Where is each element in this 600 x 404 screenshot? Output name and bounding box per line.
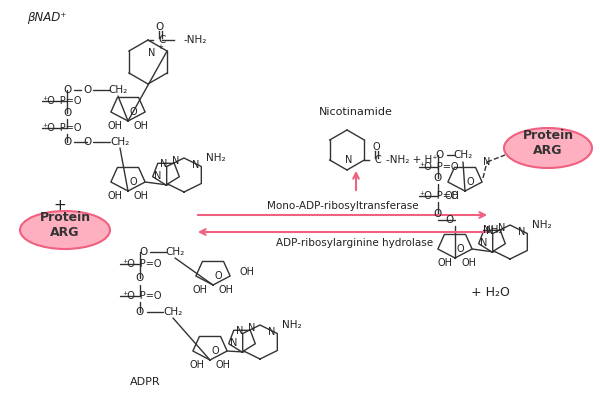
Text: OH: OH — [218, 285, 233, 295]
Text: OH: OH — [133, 121, 149, 131]
Text: N: N — [193, 160, 200, 170]
Text: O: O — [446, 215, 454, 225]
Text: O: O — [434, 209, 442, 219]
Text: N: N — [518, 227, 526, 237]
Text: N: N — [248, 323, 256, 333]
Text: OH: OH — [461, 258, 476, 268]
Ellipse shape — [20, 211, 110, 249]
Text: OH: OH — [190, 360, 205, 370]
Text: +: + — [53, 198, 67, 213]
Text: O: O — [156, 22, 164, 32]
Text: O: O — [214, 271, 222, 281]
Text: O: O — [83, 137, 91, 147]
Text: O: O — [466, 177, 474, 187]
Text: CH₂: CH₂ — [166, 247, 185, 257]
Text: CH₂: CH₂ — [110, 137, 130, 147]
Text: CH₂: CH₂ — [163, 307, 182, 317]
Text: ⁺O–P=O: ⁺O–P=O — [42, 96, 82, 106]
Text: OH: OH — [133, 191, 149, 201]
Text: N: N — [487, 226, 494, 236]
Ellipse shape — [504, 128, 592, 168]
Text: O: O — [63, 108, 71, 118]
Text: N: N — [154, 171, 161, 181]
Text: O: O — [64, 85, 72, 95]
Text: N: N — [172, 156, 179, 166]
Text: ⁺O–P=O: ⁺O–P=O — [122, 291, 161, 301]
Text: N: N — [268, 327, 275, 337]
Text: ADP-ribosylarginine hydrolase: ADP-ribosylarginine hydrolase — [277, 238, 434, 248]
Text: O: O — [436, 150, 444, 160]
Text: O: O — [136, 307, 144, 317]
Text: NH₂: NH₂ — [206, 153, 226, 163]
Text: OH: OH — [239, 267, 254, 277]
Text: ⁺O–P=O: ⁺O–P=O — [122, 259, 161, 269]
Text: NH₂: NH₂ — [483, 225, 503, 235]
Text: ⁺O–P=O: ⁺O–P=O — [419, 162, 458, 172]
Text: O: O — [83, 85, 91, 95]
Text: OH: OH — [107, 191, 122, 201]
Text: -NH₂: -NH₂ — [184, 35, 208, 45]
Text: NH₂: NH₂ — [532, 220, 551, 230]
Text: NH₂: NH₂ — [282, 320, 302, 330]
Text: +: + — [157, 44, 163, 50]
Text: βNAD⁺: βNAD⁺ — [27, 11, 67, 25]
Text: OH: OH — [107, 121, 122, 131]
Text: OH: OH — [445, 191, 460, 201]
Text: O: O — [434, 173, 442, 183]
Text: C: C — [375, 155, 382, 165]
Text: Protein
ARG: Protein ARG — [40, 211, 91, 239]
Text: OH: OH — [215, 360, 230, 370]
Text: OH: OH — [437, 258, 452, 268]
Text: N: N — [236, 326, 244, 336]
Text: CH₂: CH₂ — [109, 85, 128, 95]
Text: N: N — [230, 338, 238, 348]
Text: O: O — [456, 244, 464, 254]
Text: CH₂: CH₂ — [454, 150, 473, 160]
Text: N: N — [484, 157, 491, 167]
Text: -NH₂ + H⁺: -NH₂ + H⁺ — [386, 155, 438, 165]
Text: N: N — [160, 159, 167, 169]
Text: O: O — [129, 177, 137, 187]
Text: + H₂O: + H₂O — [470, 286, 509, 299]
Text: O: O — [63, 137, 71, 147]
Text: N: N — [148, 48, 155, 58]
Text: ADPR: ADPR — [130, 377, 160, 387]
Text: N: N — [346, 155, 353, 165]
Text: O: O — [139, 247, 147, 257]
Text: OH: OH — [193, 285, 208, 295]
Text: N: N — [499, 223, 506, 233]
Text: C: C — [158, 35, 166, 45]
Text: O: O — [211, 346, 219, 356]
Text: ⁺O–P=O: ⁺O–P=O — [42, 123, 82, 133]
Text: N: N — [481, 238, 488, 248]
Text: O: O — [129, 107, 137, 117]
Text: Mono-ADP-ribosyltransferase: Mono-ADP-ribosyltransferase — [267, 201, 419, 211]
Text: O: O — [373, 142, 380, 152]
Text: Nicotinamide: Nicotinamide — [319, 107, 393, 117]
Text: O: O — [136, 273, 144, 283]
Text: ⁺O–P=O: ⁺O–P=O — [419, 191, 458, 201]
Text: Protein
ARG: Protein ARG — [523, 129, 574, 157]
